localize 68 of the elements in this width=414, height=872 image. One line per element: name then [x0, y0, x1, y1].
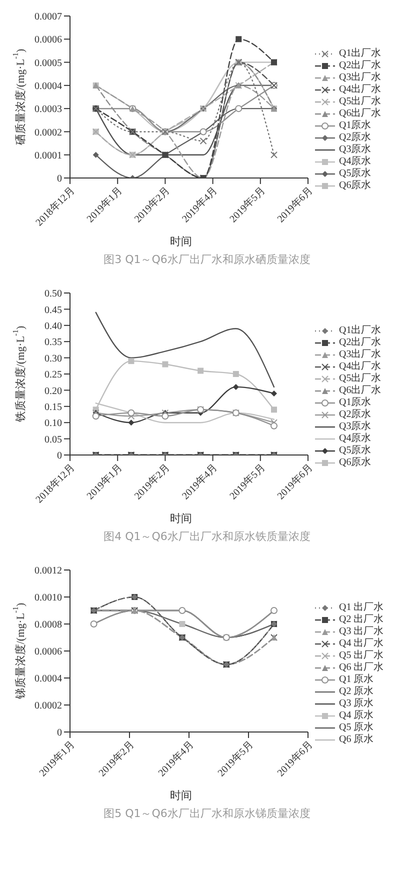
- legend-label: Q6 出厂水: [339, 662, 384, 674]
- legend-label: Q2原水: [339, 409, 372, 420]
- y-tick-label: 0.25: [44, 370, 62, 381]
- x-axis-title: 时间: [169, 789, 193, 803]
- legend-label: Q2 出厂水: [339, 614, 384, 626]
- legend-label: Q6 原水: [339, 734, 374, 746]
- legend-label: Q2原水: [339, 132, 372, 144]
- legend-label: Q5原水: [339, 168, 372, 180]
- caption: 图4 Q1～Q6水厂出厂水和原水铁质量浓度: [102, 529, 312, 544]
- legend-label: Q4原水: [339, 156, 372, 168]
- y-tick-label: 0: [57, 728, 62, 739]
- legend-label: Q3出厂水: [339, 349, 382, 360]
- legend-label: Q3出厂水: [339, 72, 382, 84]
- y-tick-label: 0.0003: [34, 104, 62, 116]
- legend-label: Q4出厂水: [339, 361, 382, 372]
- legend-label: Q6出厂水: [339, 385, 382, 396]
- x-axis-title: 时间: [169, 512, 193, 526]
- legend-label: Q5 原水: [339, 722, 374, 734]
- legend-label: Q4 原水: [339, 710, 374, 722]
- legend-label: Q5出厂水: [339, 373, 382, 384]
- y-tick-label: 0: [57, 174, 62, 185]
- legend-label: Q5出厂水: [339, 96, 382, 108]
- y-tick-label: 0.0010: [34, 592, 62, 604]
- y-tick-label: 0.30: [44, 353, 62, 364]
- caption: 图5 Q1～Q6水厂出厂水和原水锑质量浓度: [102, 806, 312, 821]
- y-tick-label: 0.50: [44, 288, 62, 300]
- legend-label: Q3 原水: [339, 698, 374, 710]
- y-tick-label: 0.0007: [34, 12, 62, 23]
- legend-label: Q3原水: [339, 144, 372, 156]
- legend-label: Q1 原水: [339, 674, 374, 686]
- legend-label: Q4 出厂水: [339, 638, 384, 650]
- y-tick-label: 0: [57, 450, 62, 462]
- legend-label: Q6原水: [339, 457, 372, 469]
- legend-label: Q1出厂水: [339, 325, 382, 336]
- y-tick-label: 0.0006: [34, 34, 62, 46]
- x-axis-title: 时间: [169, 235, 193, 249]
- y-tick-label: 0.40: [44, 320, 62, 332]
- legend-label: Q5 出厂水: [339, 650, 384, 662]
- legend-label: Q2出厂水: [339, 337, 382, 348]
- y-tick-label: 0.35: [44, 337, 62, 348]
- legend-label: Q4出厂水: [339, 84, 382, 96]
- caption: 图3 Q1～Q6水厂出厂水和原水硒质量浓度: [102, 252, 312, 267]
- legend-label: Q4原水: [339, 433, 372, 444]
- legend-label: Q3原水: [339, 421, 372, 432]
- legend-label: Q2出厂水: [339, 60, 382, 72]
- y-tick-label: 0.20: [44, 386, 62, 397]
- y-tick-label: 0.0008: [34, 620, 62, 631]
- legend-label: Q3 出厂水: [339, 626, 384, 638]
- legend-label: Q1原水: [339, 120, 372, 132]
- y-tick-label: 0.0002: [34, 700, 62, 712]
- legend-label: Q5原水: [339, 445, 372, 456]
- y-tick-label: 0.0004: [34, 80, 62, 92]
- y-tick-label: 0.0005: [34, 58, 62, 69]
- y-tick-label: 0.15: [44, 402, 62, 413]
- legend-label: Q1原水: [339, 397, 372, 408]
- legend-label: Q6出厂水: [339, 108, 382, 120]
- y-tick-label: 0.0001: [34, 150, 62, 162]
- legend-label: Q6原水: [339, 180, 372, 192]
- y-tick-label: 0.0002: [34, 127, 62, 138]
- legend-label: Q1出厂水: [339, 48, 382, 60]
- y-tick-label: 0.05: [44, 434, 62, 446]
- legend-label: Q2 原水: [339, 686, 374, 698]
- legend-label: Q1 出厂水: [339, 602, 384, 614]
- y-tick-label: 0.10: [44, 418, 62, 430]
- y-tick-label: 0.0006: [34, 646, 62, 658]
- y-tick-label: 0.45: [44, 304, 62, 316]
- y-tick-label: 0.0012: [34, 566, 62, 577]
- y-tick-label: 0.0004: [34, 674, 62, 685]
